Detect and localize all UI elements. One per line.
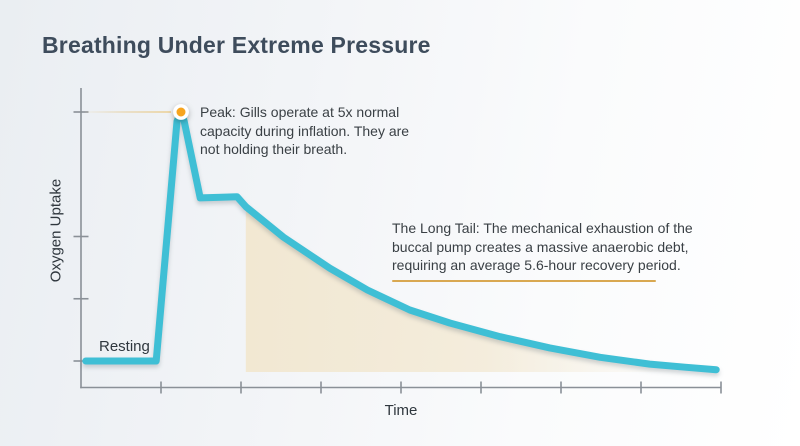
annotation-underline (392, 279, 656, 282)
peak-annotation-line: Peak: Gills operate at 5x normal (200, 104, 400, 120)
long-tail-annotation-line: The Long Tail: The mechanical exhaustion… (392, 220, 693, 236)
long-tail-annotation: The Long Tail: The mechanical exhaustion… (392, 219, 702, 282)
peak-marker-dot (173, 104, 189, 120)
peak-annotation-line: capacity during inflation. They are (200, 122, 410, 139)
resting-label: Resting (99, 338, 150, 355)
chart-title: Breathing Under Extreme Pressure (42, 32, 431, 58)
peak-annotation-line: not holding their breath. (200, 141, 348, 157)
peak-annotation: Peak: Gills operate at 5x normal capacit… (200, 103, 450, 159)
y-axis-label: Oxygen Uptake (47, 178, 65, 283)
long-tail-annotation-line: buccal pump creates a massive anaerobic … (392, 238, 689, 255)
x-axis-label: Time (384, 402, 418, 419)
long-tail-annotation-line: requiring an average 5.6-hour recovery p… (392, 257, 681, 273)
recovery-area-fill (245, 206, 717, 372)
